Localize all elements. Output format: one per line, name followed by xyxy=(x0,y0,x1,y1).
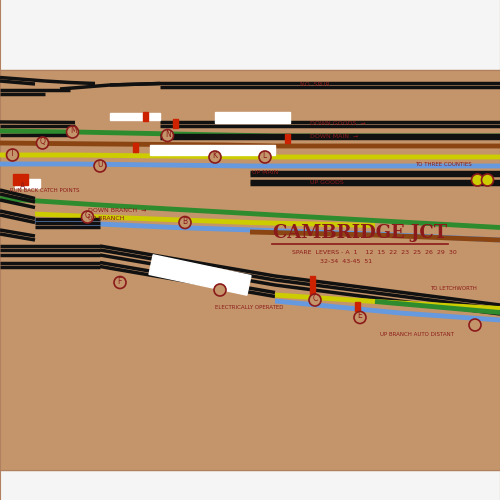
Text: NO. SPUR: NO. SPUR xyxy=(300,82,330,87)
Text: M: M xyxy=(70,126,76,135)
Bar xyxy=(110,112,160,120)
Bar xyxy=(142,112,148,121)
Circle shape xyxy=(36,137,48,149)
Text: E: E xyxy=(358,312,362,320)
Text: A: A xyxy=(20,182,25,191)
Circle shape xyxy=(482,174,494,186)
Bar xyxy=(355,302,360,311)
Bar xyxy=(215,112,290,122)
Bar xyxy=(149,255,251,295)
Bar xyxy=(0,0,500,70)
Circle shape xyxy=(214,284,226,296)
Text: SPARE  LEVERS - A  1    12  15  22  23  25  26  29  30: SPARE LEVERS - A 1 12 15 22 23 25 26 29 … xyxy=(292,250,457,255)
Text: UP GOODS: UP GOODS xyxy=(310,180,344,184)
Text: C: C xyxy=(312,294,318,303)
Circle shape xyxy=(94,160,106,172)
Circle shape xyxy=(472,174,484,186)
Circle shape xyxy=(114,276,126,288)
Circle shape xyxy=(179,216,191,228)
Text: UP MAIN: UP MAIN xyxy=(252,170,279,175)
Text: 32-34  43-45  51: 32-34 43-45 51 xyxy=(292,259,372,264)
Bar xyxy=(172,118,178,128)
Circle shape xyxy=(6,149,18,161)
Text: K: K xyxy=(212,152,218,160)
Text: UP BRANCH AUTO DISTANT: UP BRANCH AUTO DISTANT xyxy=(380,332,454,338)
Circle shape xyxy=(469,319,481,331)
Bar xyxy=(310,276,315,285)
Bar xyxy=(0,70,500,470)
Bar xyxy=(12,174,28,185)
Text: DOWN GOODS  →: DOWN GOODS → xyxy=(310,121,366,126)
Text: L: L xyxy=(262,152,267,160)
Text: B: B xyxy=(182,217,188,226)
Bar xyxy=(150,145,210,155)
Circle shape xyxy=(66,126,78,138)
Bar xyxy=(210,145,275,155)
Text: TO THREE COUNTIES: TO THREE COUNTIES xyxy=(415,162,472,168)
Circle shape xyxy=(354,312,366,324)
Circle shape xyxy=(82,211,94,223)
Circle shape xyxy=(209,151,221,163)
Text: N: N xyxy=(165,130,171,139)
Bar xyxy=(132,143,138,152)
Text: F: F xyxy=(118,277,122,286)
Text: U: U xyxy=(98,160,103,169)
Bar xyxy=(310,286,315,295)
Text: DOWN BRANCH  →: DOWN BRANCH → xyxy=(88,208,146,214)
Text: Q: Q xyxy=(40,137,46,146)
Circle shape xyxy=(259,151,271,163)
Circle shape xyxy=(162,130,173,141)
Bar xyxy=(0,470,500,500)
Text: UP BRANCH: UP BRANCH xyxy=(88,216,124,222)
Text: CAMBRIDGE JCT: CAMBRIDGE JCT xyxy=(273,224,447,242)
Text: DOWN MAIN  →: DOWN MAIN → xyxy=(310,134,358,138)
Text: G: G xyxy=(85,212,91,220)
Text: ELECTRICALLY OPERATED: ELECTRICALLY OPERATED xyxy=(215,305,284,310)
Bar xyxy=(15,179,40,188)
Circle shape xyxy=(309,294,321,306)
Text: T: T xyxy=(10,149,14,158)
Bar xyxy=(285,134,290,142)
Text: TO LETCHWORTH: TO LETCHWORTH xyxy=(430,286,477,292)
Text: RUN BACK CATCH POINTS: RUN BACK CATCH POINTS xyxy=(10,188,80,194)
